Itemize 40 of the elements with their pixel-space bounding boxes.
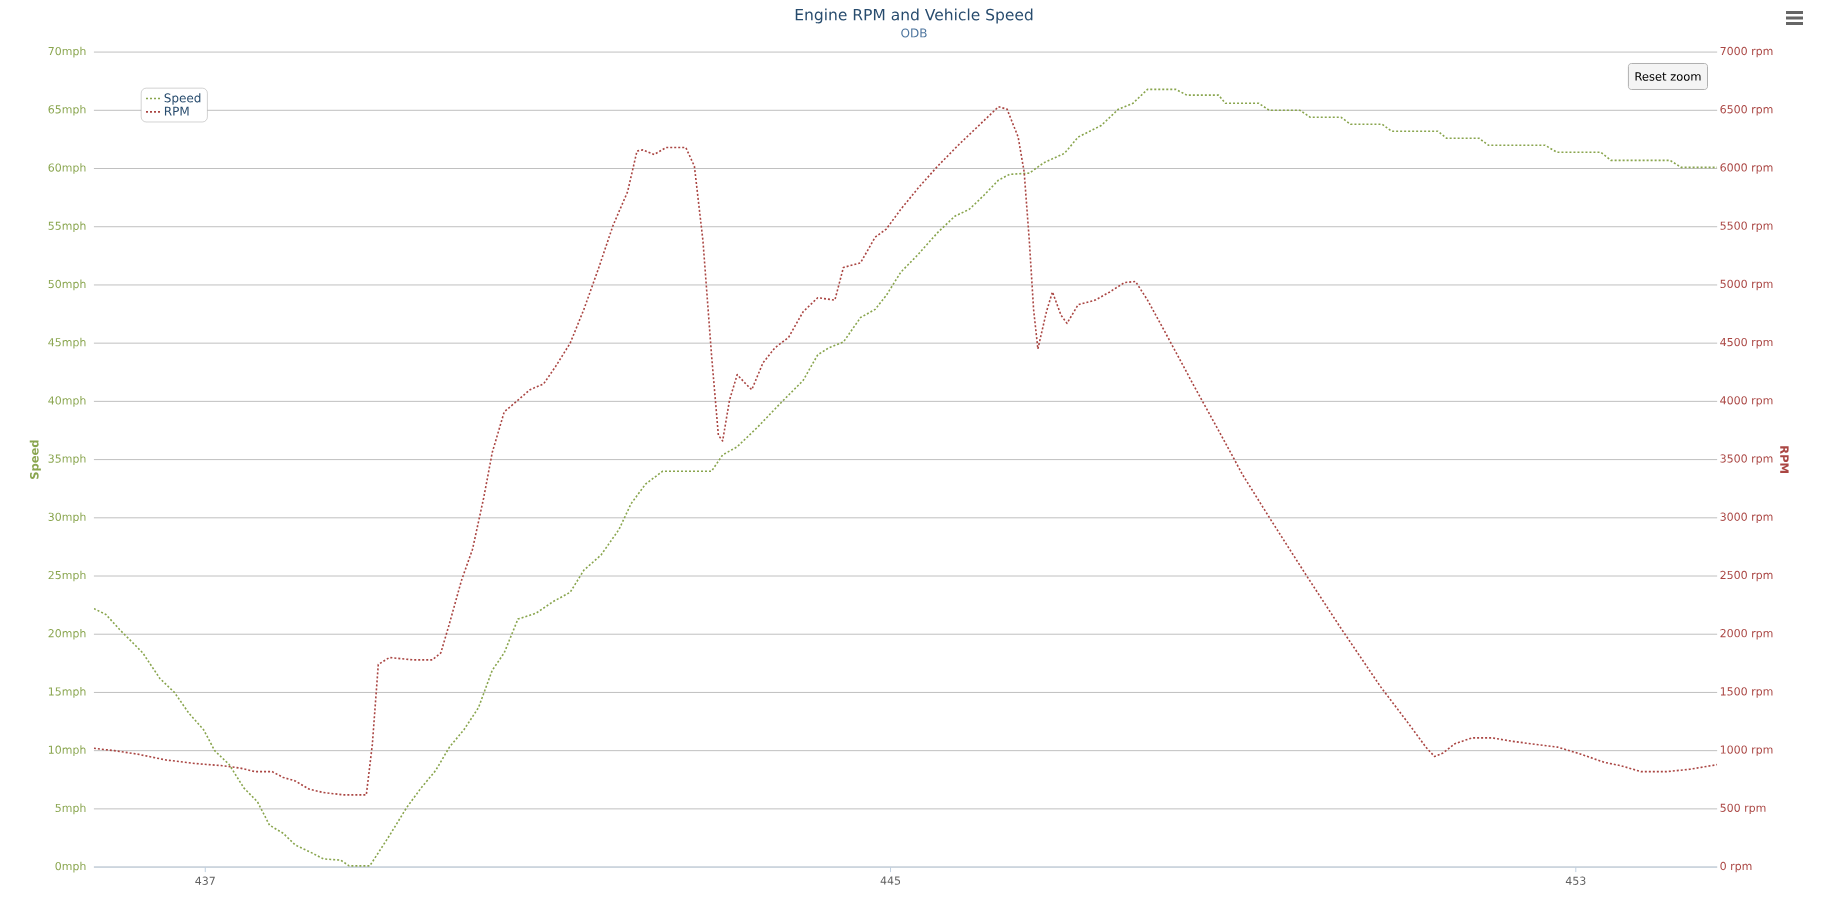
y-tick-label: 45mph — [48, 337, 86, 349]
y-tick-label: 30mph — [48, 512, 86, 524]
y2-tick-label: 7000 rpm — [1720, 46, 1773, 58]
y2-tick-label: 1000 rpm — [1720, 745, 1773, 756]
y-tick-label: 35mph — [48, 454, 86, 465]
x-tick-label: 445 — [880, 876, 901, 885]
x-tick-label: 453 — [1565, 876, 1586, 885]
y-tick-label: 70mph — [48, 46, 86, 58]
y-tick-label: 50mph — [48, 279, 86, 291]
y-tick-label: 25mph — [48, 570, 86, 582]
y-tick-label: 40mph — [48, 396, 86, 407]
y2-tick-label: 2500 rpm — [1720, 570, 1773, 582]
y2-tick-label: 5500 rpm — [1720, 221, 1773, 232]
legend-label: Speed — [164, 93, 201, 105]
chart-title: Engine RPM and Vehicle Speed — [795, 8, 1033, 24]
legend-label: RPM — [164, 106, 189, 116]
y-tick-label: 0mph — [55, 861, 86, 873]
chart-subtitle: ODB — [901, 28, 927, 38]
y2-tick-label: 5000 rpm — [1720, 279, 1773, 291]
y2-tick-label: 3500 rpm — [1720, 454, 1773, 465]
y-tick-label: 10mph — [48, 745, 86, 756]
y-axis-title: Speed — [29, 440, 41, 479]
y-tick-label: 5mph — [55, 803, 86, 815]
y2-tick-label: 4000 rpm — [1720, 396, 1773, 407]
annotation: Reset zoom — [1635, 72, 1701, 81]
y-tick-label: 60mph — [48, 163, 86, 174]
y2-tick-label: 1500 rpm — [1720, 687, 1773, 698]
y-tick-label: 20mph — [48, 628, 86, 640]
y2-tick-label: 4500 rpm — [1720, 337, 1773, 349]
y2-tick-label: 500 rpm — [1720, 803, 1766, 815]
y2-tick-label: 6500 rpm — [1720, 105, 1773, 116]
y2-tick-label: 6000 rpm — [1720, 163, 1773, 174]
y2-tick-label: 3000 rpm — [1720, 512, 1773, 524]
y2-tick-label: 2000 rpm — [1720, 628, 1773, 640]
y-tick-label: 15mph — [48, 687, 86, 698]
y-tick-label: 65mph — [48, 104, 86, 116]
y-tick-label: 55mph — [48, 221, 86, 233]
x-tick-label: 437 — [195, 876, 215, 885]
y2-tick-label: 0 rpm — [1720, 861, 1752, 873]
y2-axis-title: RPM — [1780, 446, 1789, 473]
